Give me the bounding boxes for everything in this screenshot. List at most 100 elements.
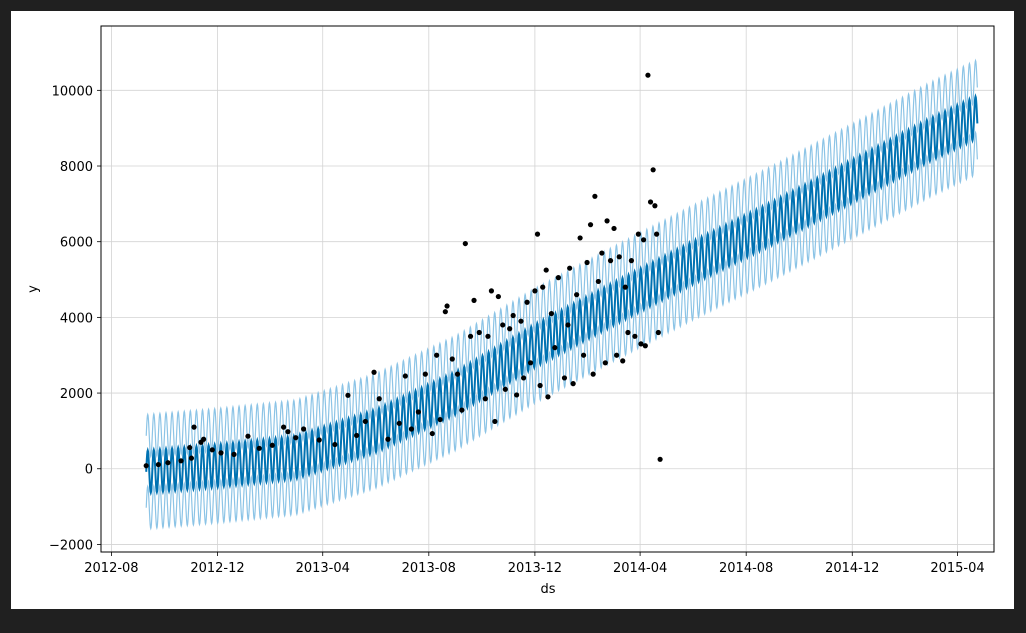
observed-point — [647, 199, 654, 205]
observed-point — [191, 424, 197, 430]
y-tick-label: 2000 — [60, 387, 93, 402]
observed-point — [316, 437, 322, 443]
observed-point — [567, 265, 573, 271]
observed-point — [245, 433, 251, 439]
observed-point — [188, 455, 195, 461]
observed-point — [500, 322, 506, 328]
observed-point — [345, 392, 351, 398]
observed-point — [524, 299, 530, 305]
observed-point — [595, 278, 601, 285]
observed-point — [510, 312, 516, 319]
observed-point — [434, 352, 440, 358]
observed-point — [537, 382, 543, 389]
observed-point — [285, 429, 291, 435]
observed-point — [561, 375, 568, 381]
observed-point — [620, 358, 626, 364]
observed-point — [485, 333, 491, 339]
observed-point — [532, 288, 538, 294]
uncertainty-band — [145, 58, 978, 531]
observed-point — [476, 329, 482, 336]
chart-figure: 2012-08 2012-12 2013-04 2013-08 2013-12 2014-… — [11, 11, 1014, 609]
interval-lower-line — [145, 130, 978, 531]
observed-point — [293, 435, 299, 441]
observed-point — [602, 360, 608, 366]
observed-point — [565, 322, 571, 328]
x-axis-ticks: 2012-08 2012-12 2013-04 2013-08 2013-12 2014-… — [84, 552, 985, 576]
observed-point — [604, 218, 610, 224]
observed-point — [520, 375, 527, 381]
observed-point — [459, 407, 465, 413]
observed-point — [502, 386, 508, 392]
observed-point — [396, 420, 402, 426]
y-tick-label: 10000 — [52, 84, 93, 99]
y-tick-label: −2000 — [49, 538, 93, 553]
observed-point — [548, 310, 555, 317]
forecast-line — [145, 93, 979, 497]
observed-point — [449, 356, 455, 362]
observed-point — [187, 444, 193, 451]
observed-point — [625, 329, 631, 336]
y-axis-title: y — [26, 285, 41, 293]
observed-point — [442, 309, 448, 315]
observed-point — [577, 235, 583, 241]
observed-point — [540, 284, 546, 290]
observed-point — [555, 275, 561, 281]
x-tick-label: 2014-12 — [825, 561, 879, 576]
observed-point — [580, 352, 587, 358]
observed-point — [635, 231, 641, 237]
observed-point — [385, 436, 391, 442]
observed-point — [376, 396, 382, 402]
observed-point — [507, 326, 513, 332]
observed-point — [527, 360, 534, 366]
observed-point — [638, 341, 644, 347]
observed-point — [574, 292, 580, 298]
observed-point — [482, 396, 488, 402]
x-tick-label: 2012-08 — [84, 561, 138, 576]
x-tick-label: 2013-12 — [508, 561, 562, 576]
observed-point — [201, 436, 207, 442]
observed-point — [599, 250, 605, 256]
observed-point — [332, 441, 338, 448]
observed-point — [655, 329, 661, 336]
observed-point — [654, 231, 660, 237]
y-tick-label: 6000 — [60, 236, 93, 251]
observed-point — [300, 426, 307, 432]
observed-point — [437, 416, 443, 423]
observed-point — [492, 418, 498, 425]
observed-point — [614, 352, 620, 358]
observed-point — [518, 318, 524, 324]
observed-point — [640, 237, 647, 243]
x-tick-label: 2014-04 — [613, 561, 667, 576]
observed-point — [657, 456, 663, 462]
forecast-line-group — [145, 93, 979, 497]
observed-point — [371, 369, 377, 375]
observed-point — [155, 461, 161, 468]
observed-point — [280, 424, 287, 430]
observed-point — [402, 373, 408, 379]
observed-point — [545, 394, 551, 400]
observed-point — [570, 381, 576, 387]
observed-point — [467, 333, 474, 339]
observed-points — [143, 72, 663, 469]
observed-point — [408, 426, 415, 432]
observed-point — [616, 254, 622, 260]
observed-point — [422, 371, 428, 377]
observed-point — [165, 460, 171, 466]
observed-point — [471, 297, 477, 303]
observed-point — [607, 258, 614, 264]
observed-point — [645, 72, 651, 78]
observed-point — [269, 442, 275, 448]
observed-point — [587, 222, 594, 228]
observed-point — [622, 284, 628, 290]
y-tick-label: 0 — [85, 463, 93, 478]
x-tick-label: 2012-12 — [190, 561, 244, 576]
interval-upper-line — [145, 58, 978, 459]
observed-point — [592, 193, 598, 199]
x-tick-label: 2013-04 — [296, 561, 350, 576]
observed-point — [462, 240, 468, 247]
observed-point — [209, 447, 215, 453]
observed-point — [218, 450, 224, 456]
observed-point — [584, 259, 590, 266]
observed-point — [632, 333, 638, 339]
observed-point — [652, 203, 658, 209]
